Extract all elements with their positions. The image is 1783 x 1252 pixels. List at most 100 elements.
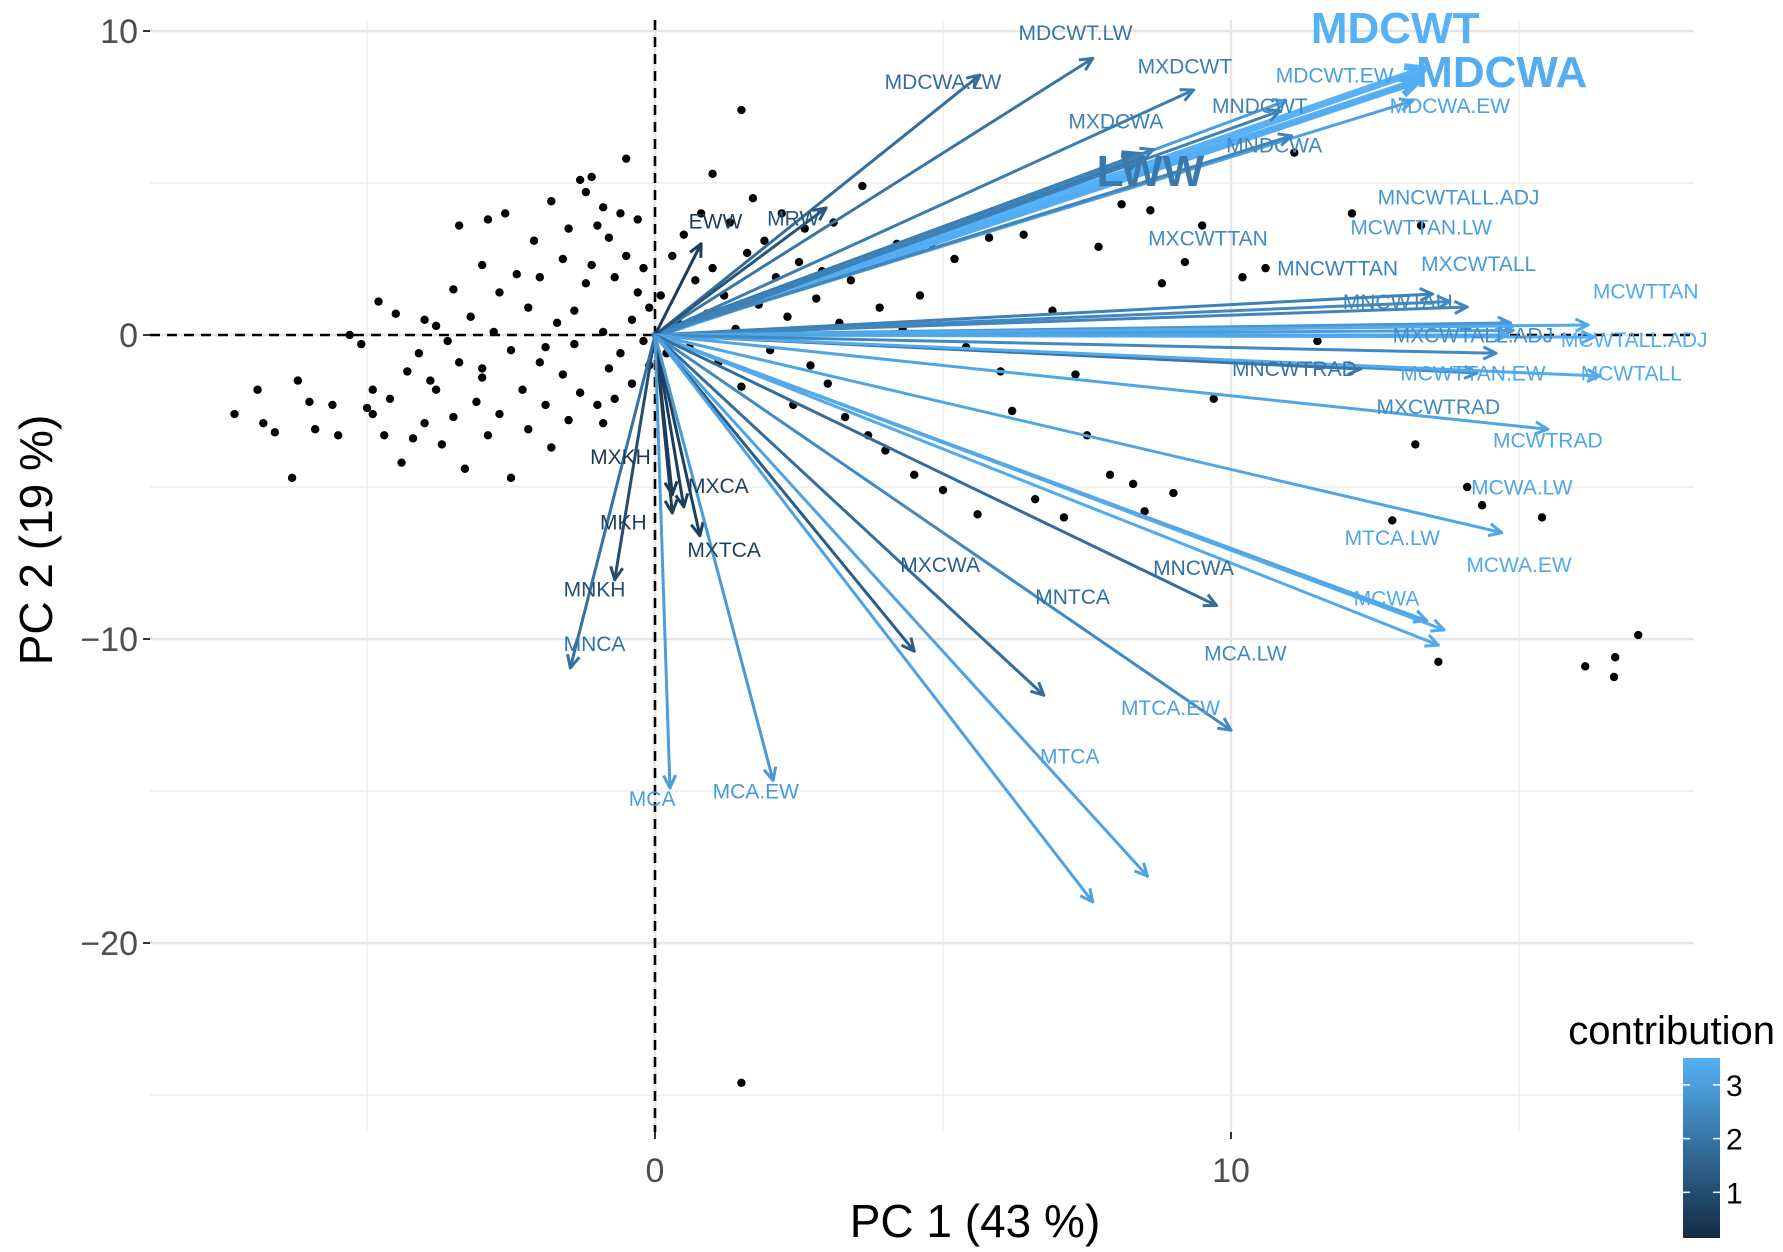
label-mdcwt: MDCWT <box>1311 4 1480 53</box>
label-mcwa: MCWA <box>1354 588 1420 611</box>
label-mdcwt-ew: MDCWT.EW <box>1276 65 1394 88</box>
data-point <box>575 175 585 185</box>
arrow-mxcwtrad <box>653 333 1498 361</box>
label-mdcwa-lw: MDCWA.LW <box>885 71 1002 94</box>
arrow-shaft <box>653 333 1095 904</box>
arrow-head <box>1216 717 1233 732</box>
data-point <box>483 215 493 224</box>
arrow-head <box>1078 56 1095 72</box>
data-point <box>627 379 637 388</box>
data-point <box>581 279 591 288</box>
data-point <box>593 400 602 410</box>
label-lww: LWW <box>1097 147 1205 196</box>
data-point <box>1434 657 1443 666</box>
data-point <box>806 361 815 370</box>
label-mdcwa-ew: MDCWA.EW <box>1390 95 1511 118</box>
data-point <box>570 306 579 315</box>
data-point <box>259 418 268 428</box>
arrow-head <box>1397 74 1422 98</box>
data-point <box>478 364 487 373</box>
data-point <box>1140 507 1149 516</box>
label-mxcwtall: MXCWTALL <box>1421 253 1536 276</box>
data-point <box>748 194 758 203</box>
data-point <box>374 297 383 306</box>
arrow-mca-lw <box>653 333 1233 732</box>
data-point <box>598 203 608 212</box>
data-point <box>668 251 677 261</box>
data-point <box>742 248 752 258</box>
arrow-shaft <box>653 333 1446 632</box>
data-point <box>777 209 786 218</box>
arrow-mrw <box>653 206 828 337</box>
data-point <box>305 397 314 407</box>
label-eww: EWW <box>689 211 743 234</box>
label-mcwtall-adj: MCWTALL.ADJ <box>1561 329 1708 352</box>
data-point <box>1007 406 1017 416</box>
colorbar <box>1683 1058 1720 1238</box>
data-point <box>984 233 994 242</box>
data-point <box>737 382 746 391</box>
label-mcwtall: MCWTALL <box>1581 363 1682 386</box>
arrow-head <box>690 521 705 538</box>
arrow-head <box>1487 522 1504 538</box>
label-mnca: MNCA <box>564 633 626 656</box>
y-axis-ticks: −20 −10 0 10 <box>80 13 150 963</box>
arrow-mndcwa <box>653 132 1293 337</box>
data-point <box>472 397 481 407</box>
data-point <box>679 230 688 239</box>
data-point <box>310 425 320 434</box>
data-point <box>524 425 533 434</box>
arrow-head <box>1494 327 1509 343</box>
data-point <box>840 412 850 422</box>
data-point <box>431 385 441 394</box>
data-point <box>518 385 527 394</box>
arrow-head <box>762 766 778 782</box>
data-point <box>552 318 562 328</box>
data-point <box>696 209 706 218</box>
data-point <box>334 431 343 440</box>
data-point <box>541 400 550 410</box>
arrow-shaft <box>653 333 1149 878</box>
data-point <box>437 440 447 449</box>
data-point <box>449 412 458 422</box>
data-point <box>708 263 717 273</box>
data-point <box>846 276 856 285</box>
data-point <box>368 385 377 394</box>
data-point <box>1313 336 1322 346</box>
arrow-mnkh <box>609 333 657 582</box>
arrow-head <box>1079 887 1095 904</box>
data-point <box>616 209 625 218</box>
y-axis-title: PC 2 (19 %) <box>10 415 62 666</box>
data-point <box>449 285 458 294</box>
data-point <box>483 431 493 440</box>
data-point <box>541 342 550 352</box>
data-point <box>1609 672 1619 682</box>
arrow-head <box>1271 98 1288 113</box>
arrow-shaft <box>653 88 1196 337</box>
data-point <box>950 254 959 264</box>
data-point <box>737 105 746 115</box>
arrow-shaft <box>653 333 1219 608</box>
data-point <box>253 385 262 394</box>
data-point <box>564 415 573 425</box>
label-mtca-ew: MTCA.EW <box>1121 697 1220 720</box>
data-point <box>512 270 521 279</box>
data-point <box>391 309 400 318</box>
data-point <box>1411 440 1420 449</box>
arrow-head <box>1265 107 1282 122</box>
data-point <box>633 215 642 224</box>
data-point <box>489 327 498 337</box>
data-point <box>598 327 608 337</box>
label-mncwa: MNCWA <box>1153 557 1234 580</box>
data-point <box>1537 513 1547 522</box>
label-mxcwtall-adj: MXCWTALL.ADJ <box>1393 325 1554 348</box>
arrow-mca <box>653 333 678 790</box>
data-point <box>495 409 504 419</box>
arrow-shaft <box>653 333 686 509</box>
arrow-mnca <box>566 333 657 670</box>
data-point <box>1347 209 1357 218</box>
arrow-shaft <box>653 333 1233 732</box>
arrow-head <box>609 565 624 582</box>
data-point <box>760 236 769 245</box>
arrow-mtca <box>653 333 1095 904</box>
